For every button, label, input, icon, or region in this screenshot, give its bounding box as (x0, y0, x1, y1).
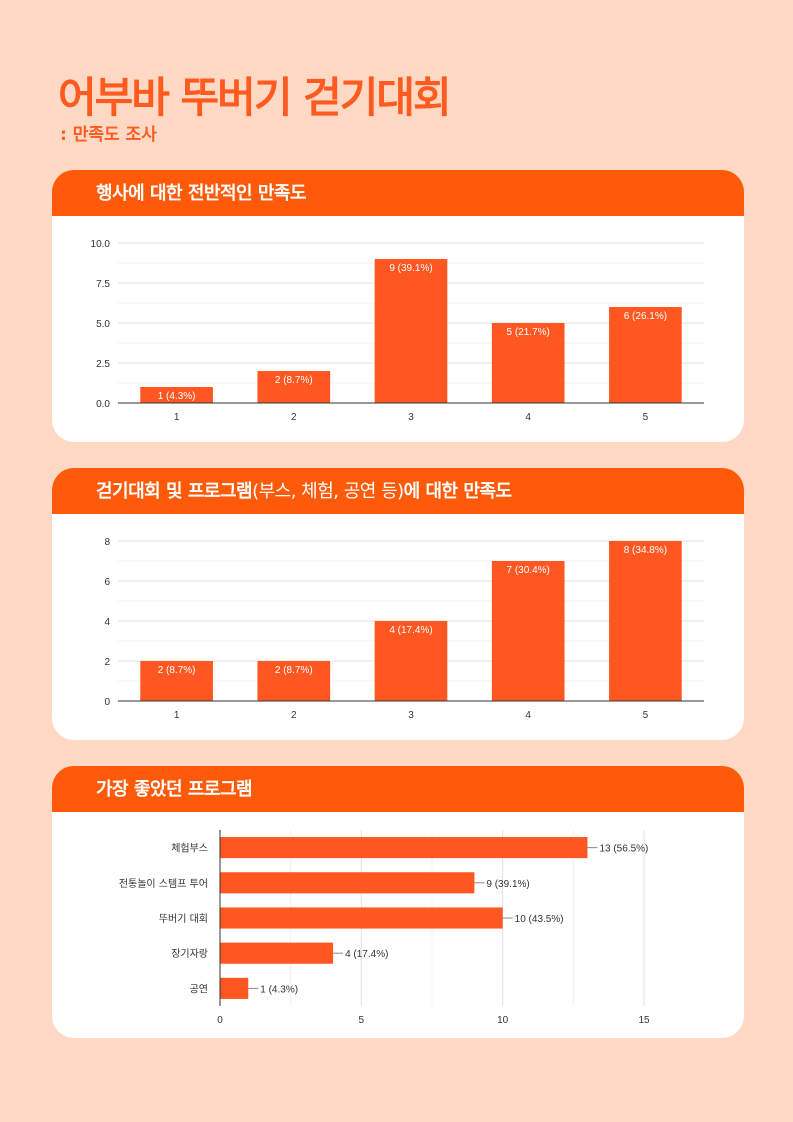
program-satisfaction-card: 걷기대회 및 프로그램(부스, 체험, 공연 등)에 대한 만족도 0 2 4 6 8 2… (52, 468, 744, 740)
data-label: 4 (17.4%) (389, 625, 432, 636)
favorite-program-chart: 0 5 10 15 13 (56.5%) 체험부스 9 (39.1%) 전통놀이 스템프 투어… (119, 830, 650, 1026)
category-label: 전통놀이 스템프 투어 (119, 878, 208, 890)
page-subtitle: : 만족도 조사 (60, 125, 157, 145)
x-tick-label: 1 (174, 412, 180, 423)
category-label: 공연 (190, 983, 208, 995)
x-tick-label: 4 (525, 710, 531, 721)
data-label: 10 (43.5%) (515, 914, 564, 925)
category-label: 뚜버기 대회 (159, 913, 208, 925)
data-label: 5 (21.7%) (507, 327, 550, 338)
bar (220, 907, 503, 929)
y-tick-label: 2 (104, 657, 110, 668)
bar (220, 942, 334, 964)
bar (220, 837, 588, 859)
bar (609, 307, 682, 403)
data-label: 2 (8.7%) (275, 665, 313, 676)
overall-satisfaction-chart: 0.0 2.5 5.0 7.5 10.0 1 (4.3%) 1 2 (8.7%) 2 9 (39.… (91, 239, 704, 423)
data-label: 1 (4.3%) (260, 984, 298, 995)
data-label: 9 (39.1%) (486, 879, 529, 890)
bar (220, 977, 249, 999)
bar (140, 661, 213, 701)
chart-title: 행사에 대한 전반적인 만족도 (96, 183, 307, 204)
x-tick-label: 3 (408, 710, 414, 721)
favorite-program-card: 가장 좋았던 프로그램 0 5 10 15 13 (56.5%) 체험부스 9 (39.1%… (52, 766, 744, 1038)
chart-title-end: 에 대한 만족도 (403, 481, 512, 502)
x-tick-label: 15 (638, 1015, 650, 1026)
card-header: 걷기대회 및 프로그램(부스, 체험, 공연 등)에 대한 만족도 (52, 468, 744, 514)
x-tick-label: 2 (291, 710, 297, 721)
bar (257, 661, 331, 701)
data-label: 8 (34.8%) (624, 545, 667, 556)
bar (491, 561, 565, 701)
y-tick-label: 0 (104, 697, 110, 708)
x-tick-label: 0 (217, 1015, 223, 1026)
data-label: 9 (39.1%) (389, 263, 432, 274)
bar (491, 323, 565, 403)
x-tick-label: 5 (643, 412, 649, 423)
y-tick-label: 4 (104, 617, 110, 628)
bar (140, 387, 213, 403)
data-label: 6 (26.1%) (624, 311, 667, 322)
data-label: 7 (30.4%) (507, 565, 550, 576)
y-tick-label: 0.0 (96, 399, 110, 410)
data-label: 2 (8.7%) (158, 665, 196, 676)
bar (374, 259, 448, 403)
data-label: 1 (4.3%) (158, 391, 196, 402)
y-tick-label: 8 (104, 537, 110, 548)
program-satisfaction-chart: 0 2 4 6 8 2 (8.7%) 1 2 (8.7%) 2 4 (17.4%) 3 7 (30.4… (104, 537, 704, 721)
chart-title-bold: 걷기대회 및 프로그램 (96, 481, 253, 502)
bar (609, 541, 682, 701)
bar (220, 872, 475, 894)
bar (257, 371, 331, 403)
data-label: 4 (17.4%) (345, 949, 388, 960)
card-header: 가장 좋았던 프로그램 (52, 766, 744, 812)
x-tick-label: 1 (174, 710, 180, 721)
x-tick-label: 10 (497, 1015, 509, 1026)
x-tick-label: 5 (359, 1015, 365, 1026)
chart-title: 가장 좋았던 프로그램 (96, 779, 253, 800)
category-label: 장기자랑 (171, 948, 208, 960)
y-tick-label: 7.5 (96, 279, 110, 290)
chart-title-light: (부스, 체험, 공연 등) (252, 481, 404, 502)
y-tick-label: 2.5 (96, 359, 110, 370)
x-tick-label: 2 (291, 412, 297, 423)
y-tick-label: 10.0 (91, 239, 111, 250)
overall-satisfaction-card: 행사에 대한 전반적인 만족도 0.0 2.5 5.0 7.5 10.0 1 (4.3%)… (52, 170, 744, 442)
category-label: 체험부스 (171, 843, 208, 855)
y-tick-label: 5.0 (96, 319, 110, 330)
x-tick-label: 3 (408, 412, 414, 423)
y-tick-label: 6 (104, 577, 110, 588)
bar (374, 621, 448, 701)
card-header: 행사에 대한 전반적인 만족도 (52, 170, 744, 216)
data-label: 13 (56.5%) (599, 844, 648, 855)
x-tick-label: 5 (643, 710, 649, 721)
page-title: 어부바 뚜버기 걷기대회 (58, 73, 452, 122)
x-tick-label: 4 (525, 412, 531, 423)
data-label: 2 (8.7%) (275, 375, 313, 386)
